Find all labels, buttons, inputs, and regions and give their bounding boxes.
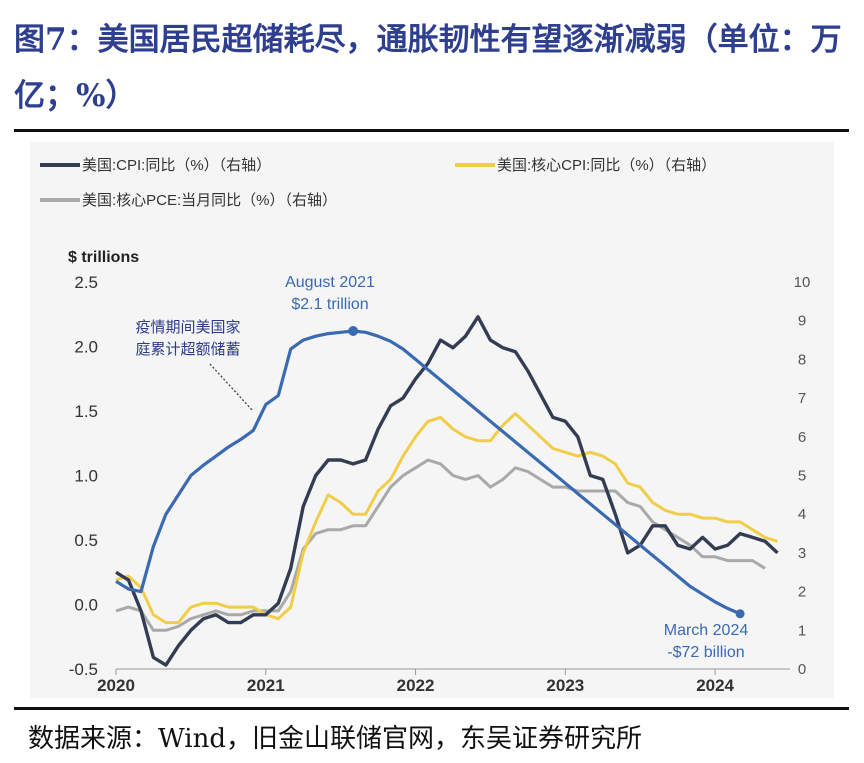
series-line-cpi: [115, 315, 779, 667]
right-tick-label: 2: [798, 584, 806, 601]
peak-marker: [348, 326, 359, 337]
peak-annotation-date: August 2021: [285, 274, 375, 291]
right-tick-label: 10: [794, 274, 811, 291]
right-tick-label: 6: [798, 429, 806, 446]
left-tick-label: 0.0: [74, 596, 98, 615]
x-axis-ticks: 2020 2021 2022 2023 2024: [97, 669, 735, 695]
left-tick-label: -0.5: [69, 660, 98, 679]
x-tick-label: 2024: [696, 676, 734, 695]
x-tick-label: 2020: [97, 676, 135, 695]
note-leader-line: [209, 363, 253, 411]
series-layer: [115, 315, 779, 667]
source-note: 数据来源：Wind，旧金山联储官网，东吴证券研究所: [28, 724, 642, 754]
legend: 美国:CPI:同比（%）（右轴） 美国:核心CPI:同比（%）（右轴） 美国:核…: [40, 157, 716, 209]
series-line-core_cpi: [115, 412, 778, 625]
chart-svg: 美国:CPI:同比（%）（右轴） 美国:核心CPI:同比（%）（右轴） 美国:核…: [40, 157, 811, 695]
series-line-core_pce: [115, 458, 766, 632]
bottom-rule: [14, 707, 849, 710]
legend-label-cpi: 美国:CPI:同比（%）（右轴）: [82, 157, 271, 174]
left-tick-label: 1.5: [74, 402, 98, 421]
end-annotation-value: -$72 billion: [667, 644, 744, 661]
right-tick-label: 0: [798, 661, 806, 678]
left-tick-label: 0.5: [74, 531, 98, 550]
chart-title: 图7：美国居民超储耗尽，通胀韧性有望逐渐减弱（单位：万亿；%）: [14, 22, 842, 114]
x-tick-label: 2022: [397, 676, 435, 695]
left-axis-title: $ trillions: [68, 249, 139, 266]
right-tick-label: 8: [798, 351, 806, 368]
left-tick-label: 2.5: [74, 273, 98, 292]
note-line-1: 疫情期间美国家: [135, 319, 240, 336]
right-tick-label: 4: [798, 506, 806, 523]
right-tick-label: 7: [798, 390, 806, 407]
right-tick-label: 9: [798, 313, 806, 330]
end-annotation-date: March 2024: [664, 622, 749, 639]
legend-label-core-pce: 美国:核心PCE:当月同比（%）（右轴）: [82, 192, 337, 209]
left-tick-label: 1.0: [74, 467, 98, 486]
peak-annotation-value: $2.1 trillion: [291, 296, 368, 313]
end-marker: [735, 609, 745, 619]
right-tick-label: 1: [798, 622, 806, 639]
left-tick-label: 2.0: [74, 338, 98, 357]
chart-area: 美国:CPI:同比（%）（右轴） 美国:核心CPI:同比（%）（右轴） 美国:核…: [30, 142, 834, 698]
x-tick-label: 2021: [247, 676, 285, 695]
right-tick-label: 5: [798, 468, 806, 485]
note-line-2: 庭累计超额储蓄: [135, 341, 240, 358]
x-tick-label: 2023: [546, 676, 584, 695]
right-tick-label: 3: [798, 545, 806, 562]
series-line-savings: [115, 329, 741, 616]
top-rule: [14, 129, 849, 132]
left-axis-ticks: 2.5 2.0 1.5 1.0 0.5 0.0 -0.5: [69, 273, 98, 679]
legend-label-core-cpi: 美国:核心CPI:同比（%）（右轴）: [497, 157, 716, 174]
